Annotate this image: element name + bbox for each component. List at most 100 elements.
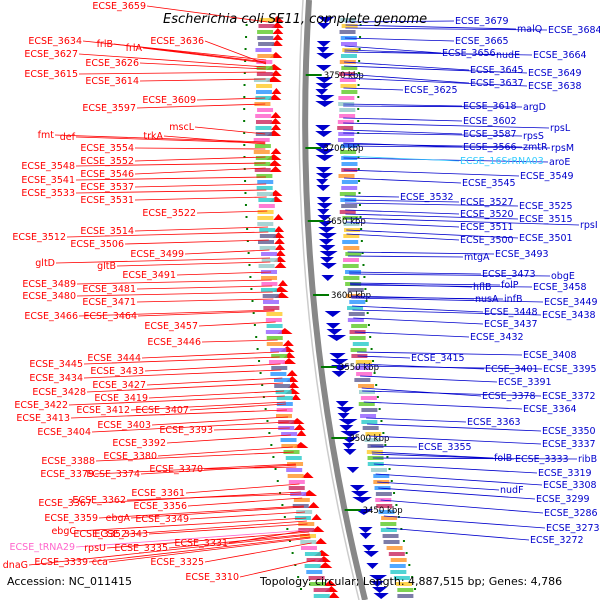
forward-gene-label[interactable]: ECSE_3349 [135, 514, 189, 525]
reverse-gene-label[interactable]: ECSE_3458 [533, 282, 587, 293]
forward-gene-label[interactable]: ECSE_3615 [24, 69, 78, 80]
reverse-gene-label[interactable]: ECSE_3637 [470, 78, 524, 89]
forward-gene-label[interactable]: ECSE_3533 [21, 188, 75, 199]
forward-gene-label[interactable]: def [60, 132, 76, 143]
forward-gene-label[interactable]: ECSE_3343 [94, 529, 148, 540]
forward-gene-label[interactable]: ECSE_3445 [29, 359, 83, 370]
forward-gene-label[interactable]: ECSE_3403 [97, 420, 151, 431]
forward-gene-label[interactable]: ECSE_3512 [12, 232, 66, 243]
forward-gene-label[interactable]: ECSE_3531 [80, 195, 134, 206]
reverse-gene-label[interactable]: malQ [517, 24, 542, 35]
reverse-gene-label[interactable]: rpsI [580, 220, 598, 231]
reverse-gene-label[interactable]: ECSE_3532 [400, 192, 454, 203]
forward-gene-label[interactable]: rpsU [84, 543, 106, 554]
reverse-gene-label[interactable]: ECSE_3273 [546, 523, 600, 534]
forward-gene-label[interactable]: gltB [97, 261, 116, 272]
reverse-gene-label[interactable]: folP [501, 280, 519, 291]
reverse-gene-label[interactable]: ECSE_3319 [538, 468, 592, 479]
reverse-gene-label[interactable]: rpsS [523, 131, 544, 142]
forward-gene-label[interactable]: ECSE_3522 [142, 208, 196, 219]
forward-gene-label[interactable]: ECSE_3481 [82, 284, 136, 295]
forward-gene-label[interactable]: ECSE_3548 [21, 161, 75, 172]
reverse-gene-label[interactable]: ECSE_3308 [543, 480, 597, 491]
forward-gene-label[interactable]: ECSE_3393 [159, 425, 213, 436]
reverse-gene-label[interactable]: ECSE_3501 [519, 233, 573, 244]
reverse-gene-label[interactable]: ECSE_3549 [520, 171, 574, 182]
forward-gene-label[interactable]: ECSE_3537 [80, 182, 134, 193]
reverse-gene-label[interactable]: ECSE_3520 [460, 209, 514, 220]
forward-gene-label[interactable]: ECSE_3422 [14, 400, 68, 411]
forward-gene-label[interactable]: ECSE_3427 [92, 380, 146, 391]
reverse-gene-label[interactable]: ECSE_3656 [442, 48, 496, 59]
forward-gene-label[interactable]: ECSE_3356 [133, 501, 187, 512]
reverse-gene-label[interactable]: ECSE_3515 [519, 214, 573, 225]
reverse-gene-label[interactable]: ECSE_3649 [528, 68, 582, 79]
forward-gene-label[interactable]: ECSE_3546 [80, 169, 134, 180]
reverse-gene-label[interactable]: ECSE_3286 [544, 508, 598, 519]
forward-gene-label[interactable]: ECSE_3352 [73, 529, 127, 540]
reverse-gene-label[interactable]: ECSE_3395 [543, 364, 597, 375]
forward-gene-label[interactable]: ECSE_3626 [85, 58, 139, 69]
reverse-gene-label[interactable]: infB [504, 294, 523, 305]
forward-gene-label[interactable]: ECSE_3367 [38, 498, 92, 509]
forward-gene-label[interactable]: ECSE_3434 [29, 373, 83, 384]
forward-gene-label[interactable]: frlA [126, 43, 143, 54]
reverse-gene-label[interactable]: ECSE_3364 [523, 404, 577, 415]
forward-gene-label[interactable]: ECSE_3489 [22, 279, 76, 290]
reverse-gene-label[interactable]: ECSE_3391 [498, 377, 552, 388]
forward-gene-label[interactable]: ECSE_3412 [76, 405, 130, 416]
forward-gene-label[interactable]: ECSE_3541 [21, 175, 75, 186]
forward-gene-label[interactable]: ECSE_3552 [80, 156, 134, 167]
forward-gene-label[interactable]: ECSE_3464 [83, 311, 137, 322]
forward-gene-label[interactable]: ECSE_3480 [22, 291, 76, 302]
forward-gene-label[interactable]: ECSE_3361 [131, 488, 185, 499]
reverse-gene-label[interactable]: ECSE_3337 [542, 439, 596, 450]
forward-gene-label[interactable]: ECSE_3379 [40, 469, 94, 480]
reverse-gene-label[interactable]: ECSE_3408 [523, 350, 577, 361]
forward-gene-label[interactable]: ECSE_3392 [112, 438, 166, 449]
reverse-gene-label[interactable]: ECSE_3437 [484, 319, 538, 330]
forward-gene-label[interactable]: ECSE_3499 [130, 249, 184, 260]
reverse-gene-label[interactable]: nudE [496, 50, 520, 61]
forward-gene-label[interactable]: ECSE_3444 [87, 353, 141, 364]
reverse-gene-label[interactable]: rpsM [551, 143, 574, 154]
reverse-gene-label[interactable]: ECSE_3638 [528, 81, 582, 92]
reverse-gene-label[interactable]: ECSE_3645 [470, 65, 524, 76]
forward-gene-label[interactable]: ECSE_3374 [86, 469, 140, 480]
reverse-gene-label[interactable]: ECSE_3527 [460, 197, 514, 208]
forward-gene-label[interactable]: ECSE_3370 [149, 464, 203, 475]
reverse-gene-label[interactable]: ECSE_3664 [533, 50, 587, 61]
forward-gene-label[interactable]: cca [92, 557, 108, 568]
forward-gene-label[interactable]: ECSE_3331 [174, 538, 228, 549]
forward-gene-label[interactable]: ECSE_3325 [150, 557, 204, 568]
trna-gene-label[interactable]: ECSE_tRNA29 [10, 542, 75, 553]
reverse-gene-label[interactable]: ECSE_3401 [485, 364, 539, 375]
forward-gene-label[interactable]: ECSE_3554 [80, 143, 134, 154]
reverse-gene-label[interactable]: ECSE_3415 [411, 353, 465, 364]
reverse-gene-label[interactable]: ECSE_3566 [463, 142, 517, 153]
forward-gene-label[interactable]: fmt [38, 130, 55, 141]
reverse-gene-label[interactable]: argD [523, 102, 546, 113]
reverse-gene-label[interactable]: ECSE_3372 [542, 391, 596, 402]
reverse-gene-label[interactable]: ECSE_3363 [467, 417, 521, 428]
forward-gene-label[interactable]: dnaG [3, 560, 28, 571]
reverse-gene-label[interactable]: folB [494, 453, 512, 464]
forward-gene-label[interactable]: ECSE_3466 [24, 311, 78, 322]
reverse-gene-label[interactable]: ECSE_3625 [404, 85, 458, 96]
reverse-gene-label[interactable]: rpsL [550, 123, 571, 134]
forward-gene-label[interactable]: ECSE_3491 [122, 270, 176, 281]
reverse-gene-label[interactable]: ECSE_3438 [542, 310, 596, 321]
forward-gene-label[interactable]: ECSE_3339 [34, 557, 88, 568]
forward-gene-label[interactable]: ECSE_3457 [144, 321, 198, 332]
forward-gene-label[interactable]: ECSE_3609 [142, 95, 196, 106]
reverse-gene-label[interactable]: mtgA [464, 252, 490, 263]
reverse-gene-label[interactable]: ECSE_3448 [484, 307, 538, 318]
forward-gene-label[interactable]: ECSE_3335 [114, 543, 168, 554]
reverse-gene-label[interactable]: nudF [500, 485, 524, 496]
forward-gene-label[interactable]: gltD [35, 258, 55, 269]
reverse-gene-label[interactable]: nusA [475, 294, 499, 305]
reverse-gene-label[interactable]: ECSE_3355 [418, 442, 472, 453]
reverse-gene-label[interactable]: obgE [551, 271, 575, 282]
reverse-gene-label[interactable]: ECSE_3449 [544, 297, 598, 308]
reverse-gene-label[interactable]: ECSE_3587 [463, 129, 517, 140]
